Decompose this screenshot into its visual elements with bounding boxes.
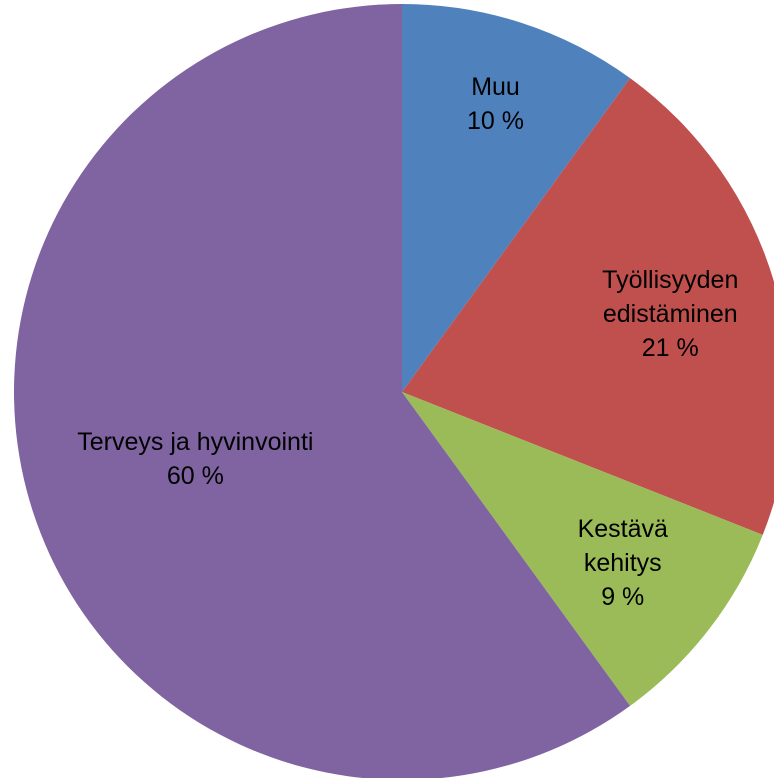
- category-label: Kestävä kehitys: [577, 515, 668, 578]
- pie-slice: [402, 78, 774, 535]
- category-label: Terveys ja hyvinvointi: [77, 428, 314, 457]
- slice-label: Muu 10 %: [396, 70, 596, 138]
- slice-label: Kestävä kehitys 9 %: [558, 512, 688, 614]
- value-label: 9 %: [601, 583, 645, 612]
- value-label: 10 %: [467, 107, 524, 136]
- pie-slice: [402, 392, 763, 706]
- category-label: Muu: [471, 73, 520, 102]
- pie-slice: [402, 4, 631, 392]
- pie-slice: [14, 4, 631, 778]
- slice-label: Terveys ja hyvinvointi 60 %: [0, 425, 395, 493]
- slice-label: Työllisyyden edistäminen 21 %: [570, 263, 770, 365]
- value-label: 60 %: [166, 462, 224, 491]
- value-label: 21 %: [641, 334, 699, 363]
- category-label: Työllisyyden edistäminen: [602, 266, 739, 329]
